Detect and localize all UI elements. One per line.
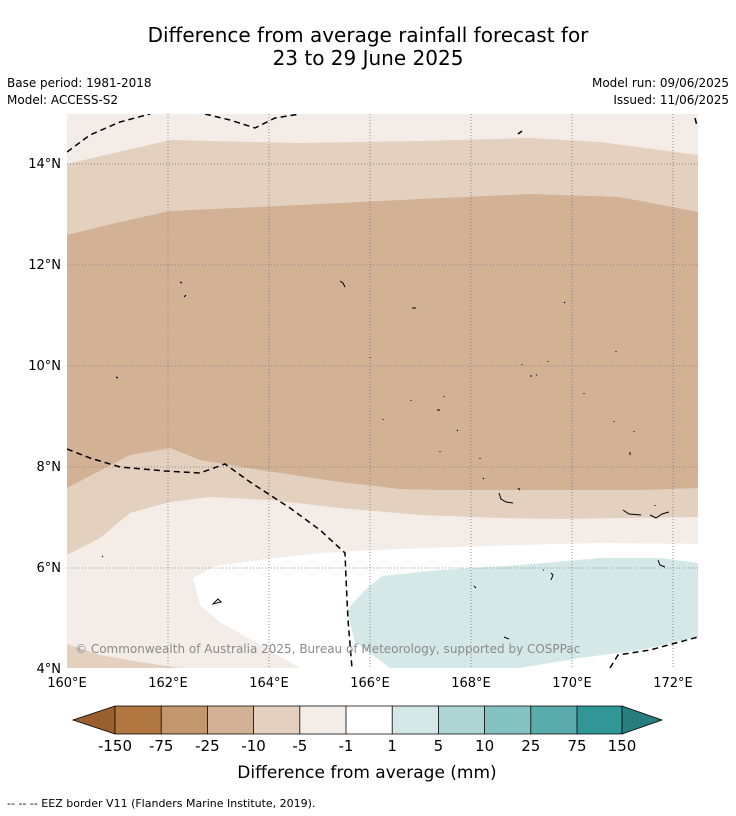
colorbar-label: 75 — [567, 737, 586, 755]
colorbar-label: -25 — [195, 737, 220, 755]
lat-label: 4°N — [37, 662, 62, 677]
lon-label: 170°E — [552, 676, 592, 691]
lon-label: 164°E — [249, 676, 289, 691]
title-line-1: Difference from average rainfall forecas… — [147, 23, 589, 47]
lat-label: 6°N — [37, 561, 62, 576]
copyright-notice: © Commonwealth of Australia 2025, Bureau… — [75, 642, 580, 656]
title-line-2: 23 to 29 June 2025 — [272, 46, 464, 70]
colorbar-label: 5 — [434, 737, 444, 755]
lat-label: 14°N — [28, 157, 61, 172]
colorbar-label: -1 — [339, 737, 354, 755]
base-period: Base period: 1981-2018 — [7, 76, 152, 90]
colorbar-label: 25 — [521, 737, 540, 755]
colorbar-swatch — [161, 706, 208, 734]
model-name: Model: ACCESS-S2 — [7, 93, 119, 107]
colorbar-label: -10 — [241, 737, 266, 755]
region-dry-strong — [67, 194, 698, 490]
lat-label: 10°N — [28, 359, 61, 374]
colorbar-title: Difference from average (mm) — [237, 763, 496, 783]
rainfall-map: © Commonwealth of Australia 2025, Bureau… — [67, 114, 698, 668]
lat-label: 8°N — [37, 460, 62, 475]
island-outlines — [101, 280, 670, 640]
colorbar-swatch — [577, 706, 622, 734]
colorbar-swatch — [299, 706, 346, 734]
colorbar-swatch — [438, 706, 485, 734]
lon-label: 168°E — [451, 676, 491, 691]
colorbar-swatch — [392, 706, 439, 734]
eez-legend: -- -- -- EEZ border V11 (Flanders Marine… — [7, 797, 315, 810]
colorbar-swatch — [115, 706, 162, 734]
colorbar-arrow-dry — [73, 706, 115, 734]
colorbar-arrow-wet — [622, 706, 662, 734]
lon-label: 172°E — [653, 676, 693, 691]
latitude-labels: 14°N 12°N 10°N 8°N 6°N 4°N — [28, 157, 61, 677]
colorbar: -150 -75 -25 -10 -5 -1 1 5 10 25 75 150 … — [71, 705, 664, 783]
colorbar-swatch — [346, 706, 393, 734]
region-wet-weak — [347, 558, 698, 668]
colorbar-label: 150 — [608, 737, 637, 755]
colorbar-swatch — [253, 706, 300, 734]
colorbar-label: -5 — [292, 737, 307, 755]
colorbar-swatch — [207, 706, 254, 734]
colorbar-swatch — [484, 706, 531, 734]
issued-date: Issued: 11/06/2025 — [613, 93, 729, 107]
colorbar-label: -150 — [98, 737, 132, 755]
region-dry-moderate-south — [67, 644, 180, 668]
model-run: Model run: 09/06/2025 — [591, 76, 729, 90]
graticule — [67, 114, 698, 668]
lon-label: 162°E — [148, 676, 188, 691]
colorbar-label: -75 — [149, 737, 174, 755]
longitude-labels: 160°E 162°E 164°E 166°E 168°E 170°E 172°… — [47, 676, 693, 691]
colorbar-swatch — [530, 706, 577, 734]
colorbar-label: 1 — [387, 737, 397, 755]
lat-label: 12°N — [28, 258, 61, 273]
lon-label: 160°E — [47, 676, 87, 691]
lon-label: 166°E — [350, 676, 390, 691]
eez-borders — [67, 114, 698, 668]
colorbar-label: 10 — [475, 737, 494, 755]
